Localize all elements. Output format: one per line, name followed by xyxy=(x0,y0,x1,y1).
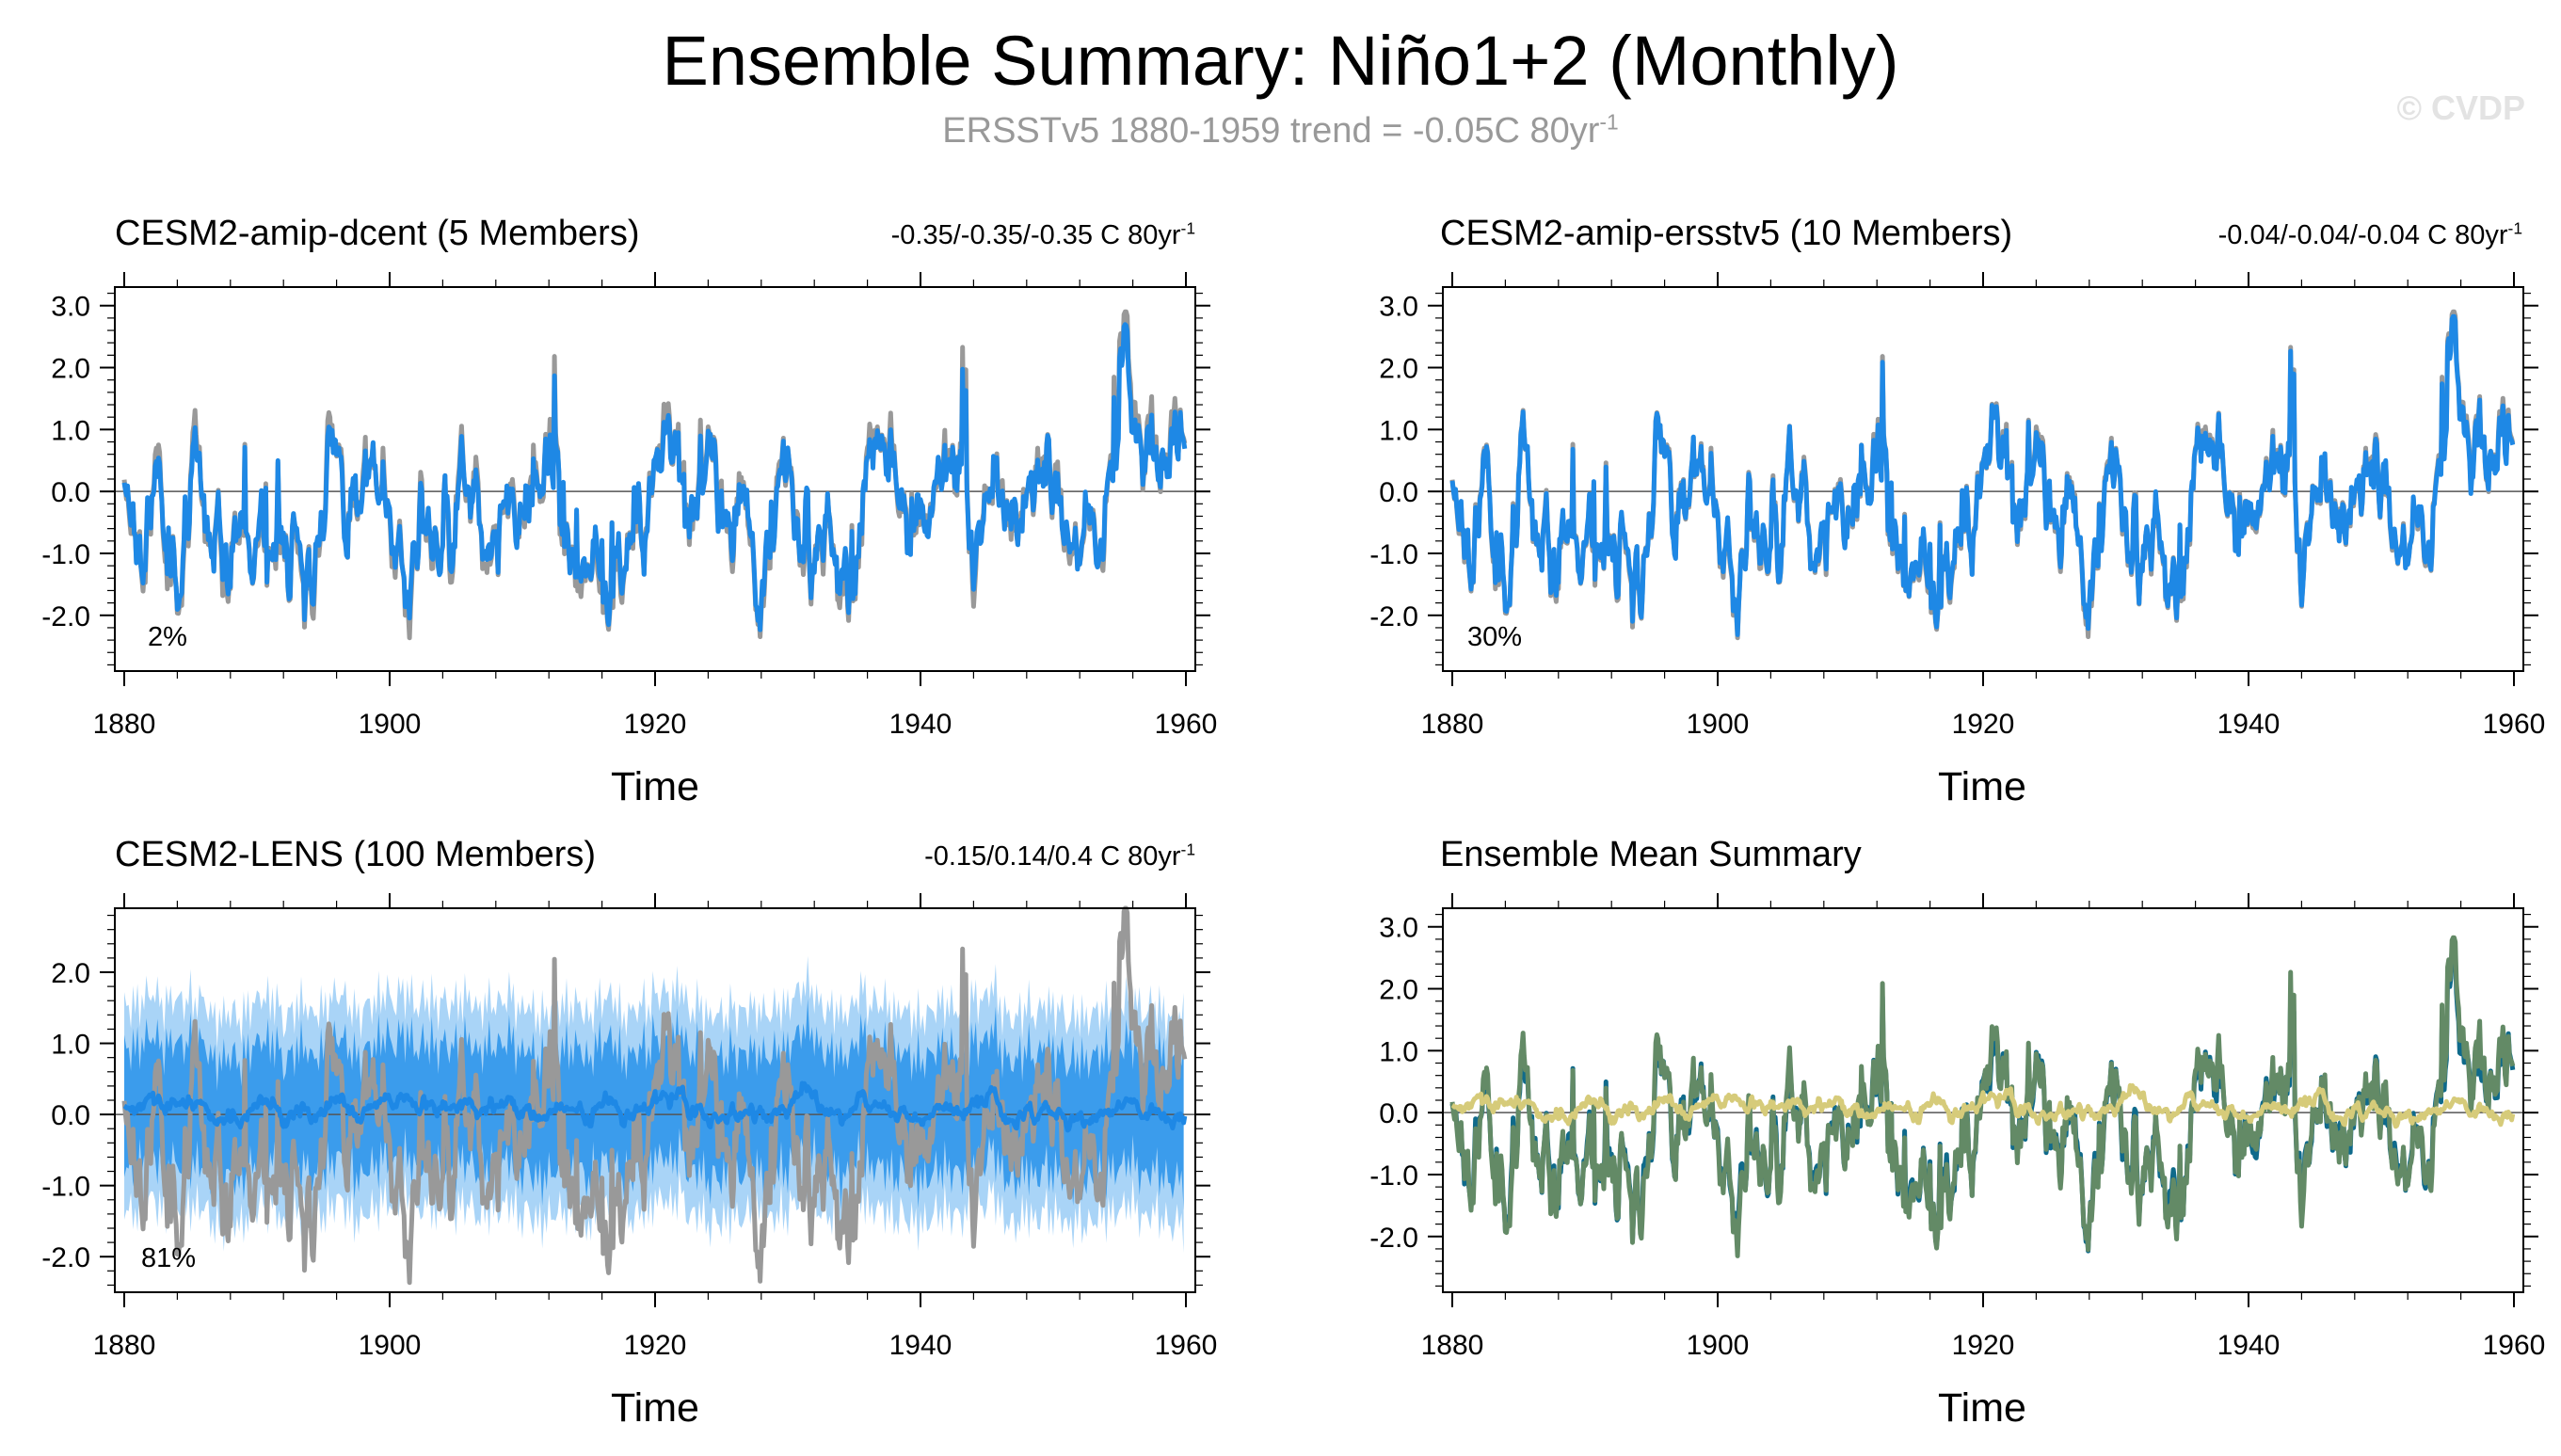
y-tick-label: 1.0 xyxy=(51,415,90,446)
percent-label-dcent: 2% xyxy=(148,622,187,652)
x-tick-label: 1880 xyxy=(1421,1330,1484,1361)
percent-label-lens: 81% xyxy=(141,1243,197,1273)
x-tick-label: 1960 xyxy=(1155,709,1218,740)
y-tick-label: 2.0 xyxy=(1379,354,1418,385)
x-tick-label: 1900 xyxy=(359,1330,422,1361)
panel-title-lens: CESM2-LENS (100 Members) xyxy=(115,835,597,874)
y-tick-label: 2.0 xyxy=(1379,975,1418,1006)
series-line-ensmean xyxy=(122,1080,1188,1133)
copyright-watermark: © CVDP xyxy=(2396,88,2525,127)
series-line-member xyxy=(121,322,1188,632)
series-line-member xyxy=(1449,313,2516,637)
x-tick-label: 1900 xyxy=(359,709,422,740)
y-tick-label: -2.0 xyxy=(41,1242,90,1273)
percent-label-ersstv5: 30% xyxy=(1467,622,1523,652)
y-tick-label: 0.0 xyxy=(51,477,90,508)
x-tick-label: 1920 xyxy=(624,709,687,740)
x-tick-label: 1960 xyxy=(2483,709,2546,740)
y-tick-label: 1.0 xyxy=(1379,1036,1418,1067)
panel-trend-dcent: -0.35/-0.35/-0.35 C 80yr-1 xyxy=(890,218,1195,250)
y-tick-label: 1.0 xyxy=(1379,415,1418,446)
x-tick-label: 1920 xyxy=(1952,709,2015,740)
y-tick-label: 3.0 xyxy=(51,292,90,323)
x-axis-label-lens: Time xyxy=(611,1385,699,1431)
chart-summary: -2.0 -1.0 0.0 1.0 2.0 3.0 1880 1900 1920 1940 1960 xyxy=(1369,893,2545,1361)
x-tick-label: 1940 xyxy=(889,709,952,740)
x-tick-label: 1880 xyxy=(93,709,156,740)
x-tick-label: 1900 xyxy=(1687,1330,1750,1361)
panel-trend-ersstv5: -0.04/-0.04/-0.04 C 80yr-1 xyxy=(2217,218,2522,250)
y-tick-label: 3.0 xyxy=(1379,292,1418,323)
y-tick-label: 0.0 xyxy=(51,1100,90,1131)
y-tick-label: -1.0 xyxy=(1369,539,1418,570)
x-axis-label-summary: Time xyxy=(1938,1385,2026,1431)
series-line-ersstv5 xyxy=(1449,935,2516,1258)
x-tick-label: 1920 xyxy=(624,1330,687,1361)
page-subtitle: ERSSTv5 1880-1959 trend = -0.05C 80yr-1 xyxy=(942,109,1619,151)
y-tick-label: 2.0 xyxy=(51,354,90,385)
x-tick-label: 1940 xyxy=(889,1330,952,1361)
x-tick-label: 1940 xyxy=(2217,709,2281,740)
chart-ersstv5: -2.0 -1.0 0.0 1.0 2.0 3.0 1880 1900 1920 1940 1960 xyxy=(1369,272,2545,740)
y-tick-label: 3.0 xyxy=(1379,913,1418,944)
y-tick-label: -1.0 xyxy=(1369,1160,1418,1192)
x-tick-label: 1960 xyxy=(2483,1330,2546,1361)
panel-title-dcent: CESM2-amip-dcent (5 Members) xyxy=(115,214,640,253)
y-tick-label: -1.0 xyxy=(41,539,90,570)
x-axis-label-dcent: Time xyxy=(611,764,699,809)
x-tick-label: 1960 xyxy=(1155,1330,1218,1361)
x-tick-label: 1900 xyxy=(1687,709,1750,740)
y-tick-label: -2.0 xyxy=(1369,1223,1418,1254)
y-tick-label: -1.0 xyxy=(41,1172,90,1203)
y-tick-label: -2.0 xyxy=(1369,601,1418,632)
y-tick-label: 1.0 xyxy=(51,1030,90,1061)
page-title: Ensemble Summary: Niño1+2 (Monthly) xyxy=(662,22,1899,100)
x-axis-label-ersstv5: Time xyxy=(1938,764,2026,809)
x-tick-label: 1880 xyxy=(1421,709,1484,740)
chart-lens: -2.0 -1.0 0.0 1.0 2.0 1880 1900 1920 1940 1960 xyxy=(41,893,1217,1361)
series-line-observed xyxy=(121,905,1188,1286)
x-tick-label: 1920 xyxy=(1952,1330,2015,1361)
panel-title-ersstv5: CESM2-amip-ersstv5 (10 Members) xyxy=(1440,214,2013,253)
panel-trend-lens: -0.15/0.14/0.4 C 80yr-1 xyxy=(924,840,1195,872)
y-tick-label: 0.0 xyxy=(1379,1098,1418,1129)
chart-dcent: -2.0 -1.0 0.0 1.0 2.0 3.0 1880 1900 1920 1940 1960 xyxy=(41,272,1217,740)
y-tick-label: -2.0 xyxy=(41,601,90,632)
series-line-lens xyxy=(1450,1082,2516,1129)
panel-title-summary: Ensemble Mean Summary xyxy=(1440,835,1862,874)
y-tick-label: 0.0 xyxy=(1379,477,1418,508)
x-tick-label: 1940 xyxy=(2217,1330,2281,1361)
x-tick-label: 1880 xyxy=(93,1330,156,1361)
y-tick-label: 2.0 xyxy=(51,958,90,989)
